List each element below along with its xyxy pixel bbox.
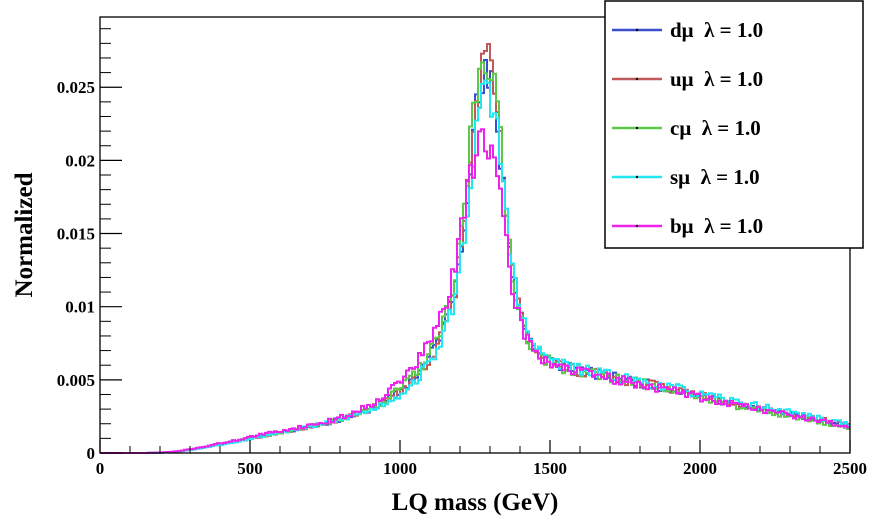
legend-marker-5 <box>635 224 639 228</box>
series-line-5 <box>100 128 850 454</box>
x-tick-label: 500 <box>237 459 263 478</box>
legend-marker-3 <box>635 126 639 130</box>
x-tick-label: 1000 <box>383 459 417 478</box>
x-tick-label: 2000 <box>683 459 717 478</box>
x-tick-label: 2500 <box>833 459 867 478</box>
legend-label-5: bμ λ = 1.0 <box>670 214 763 238</box>
x-tick-label: 1500 <box>533 459 567 478</box>
legend-marker-4 <box>635 175 639 179</box>
y-tick-label: 0.02 <box>65 151 95 170</box>
legend-box <box>604 0 864 249</box>
y-axis-label: Normalized <box>11 172 38 297</box>
legend-label-3: cμ λ = 1.0 <box>670 116 761 140</box>
y-tick-label: 0.005 <box>57 371 95 390</box>
x-tick-label: 0 <box>96 459 105 478</box>
axis-ticks: 0 500 1000 1500 2000 2500 0 0.005 0.01 0.015 0.02 0… <box>57 28 867 478</box>
y-tick-label: 0 <box>87 444 96 463</box>
x-axis-label: LQ mass (GeV) <box>392 489 559 516</box>
y-tick-label: 0.01 <box>65 298 95 317</box>
y-tick-label: 0.025 <box>57 78 95 97</box>
legend-marker-2 <box>635 77 639 81</box>
legend-label-4: sμ λ = 1.0 <box>670 165 760 189</box>
legend-marker-1 <box>635 28 639 32</box>
legend: dμ λ = 1.0 uμ λ = 1.0 cμ λ = 1.0 sμ λ = 1.0… <box>604 0 864 249</box>
legend-label-1: dμ λ = 1.0 <box>670 18 763 42</box>
series-layer <box>100 42 850 454</box>
y-tick-label: 0.015 <box>57 225 95 244</box>
legend-label-2: uμ λ = 1.0 <box>670 67 763 91</box>
